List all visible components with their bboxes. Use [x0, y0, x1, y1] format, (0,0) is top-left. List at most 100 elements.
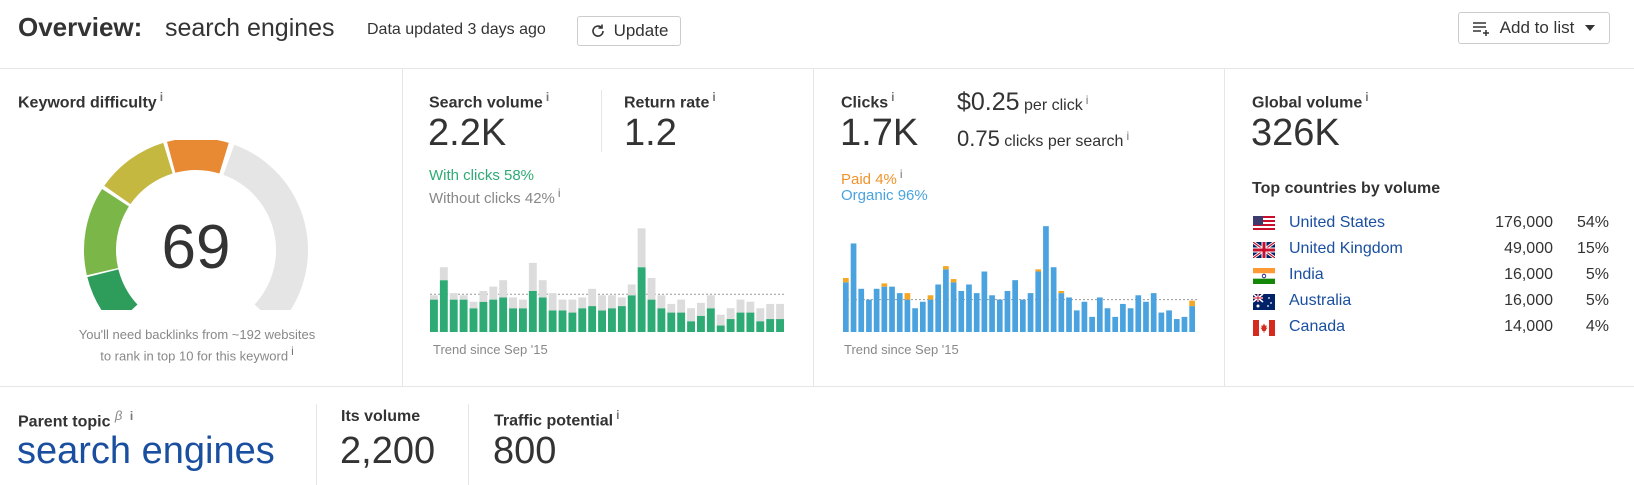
country-link[interactable]: United Kingdom	[1289, 240, 1403, 257]
without-clicks-bar[interactable]	[449, 293, 458, 300]
organic-clicks-bar[interactable]	[1050, 267, 1057, 332]
with-clicks-bar[interactable]	[756, 321, 765, 332]
without-clicks-bar[interactable]	[509, 297, 517, 309]
without-clicks-bar[interactable]	[677, 299, 686, 313]
with-clicks-bar[interactable]	[647, 299, 656, 332]
without-clicks-bar[interactable]	[578, 297, 587, 309]
without-clicks-bar[interactable]	[637, 228, 646, 268]
country-link[interactable]: Canada	[1289, 318, 1346, 335]
organic-clicks-bar[interactable]	[996, 299, 1003, 332]
paid-clicks-bar[interactable]	[881, 283, 888, 287]
without-clicks-bar[interactable]	[568, 299, 577, 313]
paid-clicks-bar[interactable]	[1035, 269, 1042, 272]
organic-clicks-bar[interactable]	[904, 299, 911, 332]
organic-clicks-bar[interactable]	[966, 284, 972, 332]
without-clicks-bar[interactable]	[439, 267, 448, 281]
with-clicks-bar[interactable]	[677, 312, 686, 332]
with-clicks-bar[interactable]	[568, 312, 577, 332]
without-clicks-bar[interactable]	[697, 302, 705, 316]
with-clicks-bar[interactable]	[697, 315, 705, 332]
organic-clicks-bar[interactable]	[981, 271, 988, 332]
info-icon[interactable]: i	[159, 90, 164, 104]
organic-clicks-bar[interactable]	[919, 301, 926, 332]
without-clicks-bar[interactable]	[667, 303, 676, 313]
organic-clicks-bar[interactable]	[927, 299, 934, 332]
with-clicks-bar[interactable]	[716, 325, 725, 332]
add-to-list-button[interactable]: Add to list	[1458, 12, 1610, 44]
organic-clicks-bar[interactable]	[1127, 308, 1134, 332]
with-clicks-bar[interactable]	[736, 312, 745, 332]
organic-clicks-bar[interactable]	[866, 299, 872, 332]
with-clicks-bar[interactable]	[776, 319, 784, 332]
without-clicks-bar[interactable]	[627, 284, 636, 296]
info-icon[interactable]: i	[712, 90, 716, 104]
organic-clicks-bar[interactable]	[896, 293, 903, 332]
organic-clicks-bar[interactable]	[912, 308, 918, 332]
without-clicks-bar[interactable]	[430, 295, 438, 300]
organic-clicks-bar[interactable]	[873, 288, 880, 332]
organic-clicks-bar[interactable]	[1166, 310, 1172, 332]
paid-clicks-bar[interactable]	[1058, 290, 1065, 294]
paid-clicks-bar[interactable]	[1189, 300, 1195, 307]
with-clicks-bar[interactable]	[489, 299, 498, 332]
paid-clicks-bar[interactable]	[950, 279, 957, 283]
info-icon[interactable]: i	[1085, 92, 1089, 107]
without-clicks-bar[interactable]	[726, 308, 735, 320]
without-clicks-bar[interactable]	[459, 295, 468, 300]
with-clicks-bar[interactable]	[726, 319, 735, 332]
organic-clicks-bar[interactable]	[1089, 316, 1095, 332]
without-clicks-bar[interactable]	[736, 299, 745, 313]
paid-clicks-bar[interactable]	[904, 293, 911, 300]
without-clicks-bar[interactable]	[598, 295, 606, 311]
organic-clicks-bar[interactable]	[1158, 312, 1165, 332]
organic-clicks-bar[interactable]	[1181, 316, 1188, 332]
organic-clicks-bar[interactable]	[1143, 301, 1149, 332]
info-icon[interactable]: i	[545, 90, 550, 104]
with-clicks-bar[interactable]	[449, 299, 458, 332]
organic-clicks-bar[interactable]	[1066, 297, 1072, 332]
without-clicks-bar[interactable]	[766, 303, 775, 320]
with-clicks-bar[interactable]	[459, 299, 468, 332]
info-icon[interactable]: i	[891, 90, 895, 104]
organic-clicks-bar[interactable]	[1120, 303, 1126, 332]
without-clicks-bar[interactable]	[716, 314, 725, 326]
organic-clicks-bar[interactable]	[881, 286, 888, 332]
organic-clicks-bar[interactable]	[1173, 319, 1180, 332]
organic-clicks-bar[interactable]	[950, 282, 957, 332]
without-clicks-bar[interactable]	[538, 280, 547, 298]
with-clicks-bar[interactable]	[509, 308, 517, 332]
organic-clicks-bar[interactable]	[958, 290, 965, 332]
without-clicks-bar[interactable]	[588, 288, 597, 307]
info-icon[interactable]: i	[1365, 90, 1369, 104]
with-clicks-bar[interactable]	[430, 299, 438, 332]
without-clicks-bar[interactable]	[657, 295, 666, 309]
organic-clicks-bar[interactable]	[843, 282, 849, 332]
with-clicks-bar[interactable]	[706, 308, 715, 332]
organic-clicks-bar[interactable]	[935, 284, 942, 332]
organic-clicks-bar[interactable]	[1135, 295, 1142, 332]
with-clicks-bar[interactable]	[598, 310, 606, 332]
with-clicks-bar[interactable]	[499, 297, 508, 332]
without-clicks-bar[interactable]	[776, 303, 784, 320]
info-icon[interactable]: i	[1126, 128, 1130, 143]
paid-clicks-bar[interactable]	[927, 295, 934, 300]
organic-clicks-bar[interactable]	[1043, 226, 1049, 332]
without-clicks-bar[interactable]	[499, 280, 508, 298]
with-clicks-bar[interactable]	[687, 321, 695, 332]
info-icon[interactable]: i	[291, 344, 294, 358]
with-clicks-bar[interactable]	[578, 308, 587, 332]
organic-clicks-bar[interactable]	[1096, 297, 1103, 332]
without-clicks-bar[interactable]	[519, 299, 527, 309]
organic-clicks-bar[interactable]	[858, 288, 865, 332]
with-clicks-bar[interactable]	[548, 310, 557, 332]
with-clicks-bar[interactable]	[439, 280, 448, 332]
info-icon[interactable]: i	[899, 167, 903, 181]
with-clicks-bar[interactable]	[657, 308, 666, 332]
without-clicks-bar[interactable]	[687, 308, 695, 322]
with-clicks-bar[interactable]	[627, 295, 636, 332]
info-icon[interactable]: i	[557, 186, 561, 200]
with-clicks-bar[interactable]	[479, 301, 488, 332]
with-clicks-bar[interactable]	[558, 310, 567, 332]
country-link[interactable]: Australia	[1289, 292, 1352, 309]
organic-clicks-bar[interactable]	[1004, 290, 1011, 332]
